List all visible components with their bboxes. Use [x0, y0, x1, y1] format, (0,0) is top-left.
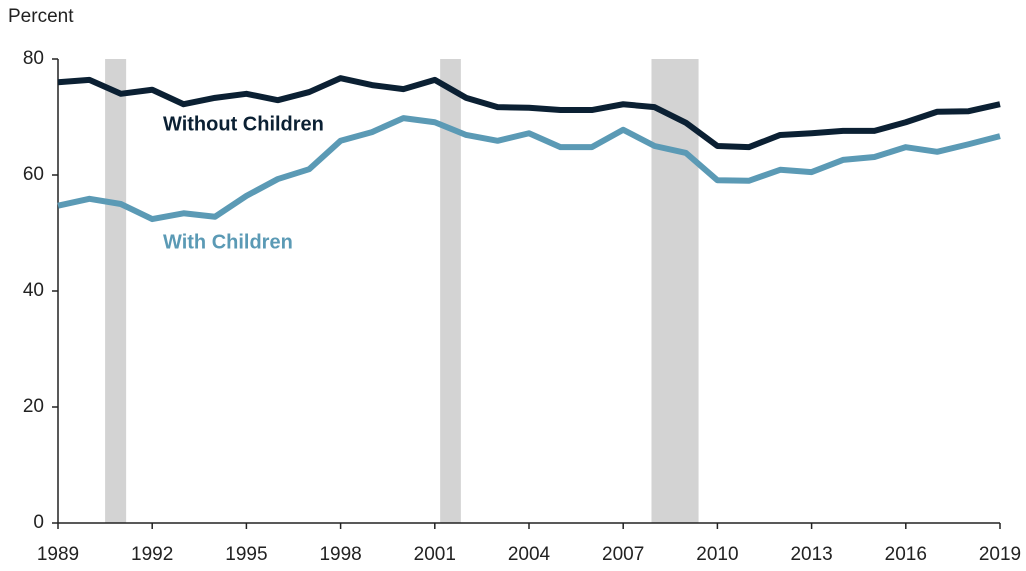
x-tick-label: 1998: [319, 544, 361, 565]
y-tick-label: 40: [23, 280, 44, 301]
series-line: [57, 75, 1001, 151]
y-tick-label: 0: [33, 512, 44, 533]
series-label: With Children: [163, 231, 293, 253]
y-axis-label: Percent: [8, 6, 74, 27]
x-tick-label: 2016: [885, 544, 927, 565]
x-tick-label: 1992: [131, 544, 173, 565]
x-tick-label: 2013: [790, 544, 832, 565]
x-tick-label: 2001: [414, 544, 456, 565]
x-tick-label: 1989: [37, 544, 79, 565]
y-tick-label: 60: [23, 164, 44, 185]
x-tick-label: 2019: [979, 544, 1021, 565]
recession-band: [105, 59, 127, 523]
series-label: Without Children: [163, 113, 324, 135]
x-tick-label: 2007: [602, 544, 644, 565]
series-line: [57, 115, 1001, 223]
y-tick-label: 20: [23, 396, 44, 417]
recession-band: [651, 59, 699, 523]
recession-band: [440, 59, 461, 523]
y-tick-label: 80: [23, 48, 44, 69]
x-tick-label: 1995: [225, 544, 267, 565]
x-tick-label: 2004: [508, 544, 551, 565]
x-tick-label: 2010: [696, 544, 738, 565]
